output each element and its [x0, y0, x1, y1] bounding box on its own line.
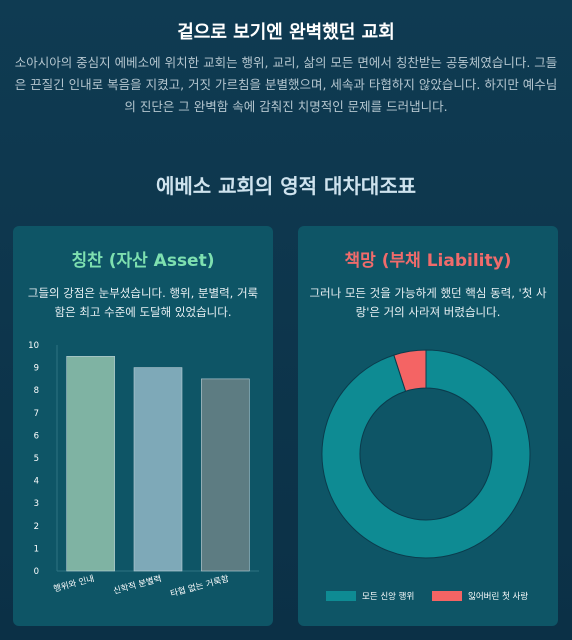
y-tick-label: 1	[34, 544, 39, 554]
x-tick-label: 타협 없는 거룩함	[169, 573, 230, 599]
asset-card: 칭찬 (자산 Asset) 그들의 강점은 눈부셨습니다. 행위, 분별력, 거…	[13, 226, 273, 626]
bar	[201, 378, 250, 572]
liability-card-description: 그러나 모든 것을 가능하게 했던 핵심 동력, '첫 사랑'은 거의 사라져 …	[309, 286, 547, 319]
liability-card: 책망 (부채 Liability) 그러나 모든 것을 가능하게 했던 핵심 동…	[298, 226, 558, 626]
y-tick-label: 5	[34, 454, 39, 464]
legend-label: 잃어버린 첫 사랑	[468, 591, 528, 602]
x-tick-label: 행위와 인내	[52, 573, 95, 594]
asset-card-title: 칭찬 (자산 Asset)	[71, 251, 215, 271]
donut-slice-lost	[393, 349, 427, 392]
y-tick-label: 3	[34, 499, 39, 509]
page-title: 겉으로 보기엔 완벽했던 교회	[177, 22, 395, 43]
bar	[133, 367, 183, 572]
asset-bar-chart: 0 1 2 3 4 5 6 7 8 9 10 행위와 인내 신학적 분별력 타협 없는 거룩함	[28, 341, 259, 599]
y-tick-label: 8	[34, 386, 39, 396]
x-tick-label: 신학적 분별력	[112, 573, 163, 596]
bar	[66, 356, 115, 572]
asset-card-description: 그들의 강점은 눈부셨습니다. 행위, 분별력, 거룩함은 최고 수준에 도달해…	[27, 286, 259, 319]
legend-swatch	[432, 591, 462, 601]
y-tick-label: 6	[34, 431, 39, 441]
intro-paragraph: 소아시아의 중심지 에베소에 위치한 교회는 행위, 교리, 삶의 모든 면에서…	[14, 55, 558, 114]
legend-swatch	[326, 591, 356, 601]
y-tick-label: 2	[34, 522, 39, 532]
y-tick-label: 10	[28, 341, 39, 351]
section-title: 에베소 교회의 영적 대차대조표	[155, 174, 417, 198]
y-tick-label: 0	[34, 567, 39, 577]
y-tick-label: 9	[34, 364, 39, 374]
legend-label: 모든 신앙 행위	[362, 591, 414, 602]
y-tick-label: 7	[34, 409, 39, 419]
liability-card-title: 책망 (부채 Liability)	[344, 251, 512, 271]
donut-slice-main	[321, 349, 531, 559]
liability-donut-chart: 모든 신앙 행위 잃어버린 첫 사랑	[321, 349, 531, 602]
y-tick-label: 4	[34, 477, 39, 487]
